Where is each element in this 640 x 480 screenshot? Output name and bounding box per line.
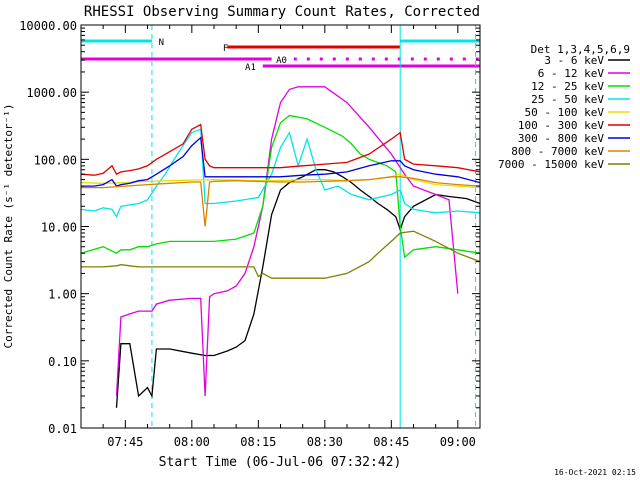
legend-label: 7000 - 15000 keV (498, 158, 604, 171)
legend-label: 50 - 100 keV (525, 106, 605, 119)
y-axis-label: Corrected Count Rate (s⁻¹ detector⁻¹) (2, 103, 15, 348)
y-tick-label: 100.00 (34, 153, 77, 167)
flag-label: A1 (245, 63, 256, 73)
y-tick-label: 0.01 (48, 422, 77, 436)
plot-frame (80, 24, 481, 429)
legend-label: 800 - 7000 keV (511, 145, 604, 158)
series-lines (80, 86, 481, 408)
legend-label: 100 - 300 keV (518, 119, 604, 132)
series-line-7 (81, 176, 481, 227)
x-tick-label: 08:00 (174, 435, 210, 449)
series-line-0 (115, 169, 481, 408)
x-axis-label: Start Time (06-Jul-06 07:32:42) (159, 455, 402, 470)
x-tick-label: 07:45 (107, 435, 143, 449)
attenuator-lines (80, 25, 477, 428)
series-line-3 (80, 128, 481, 219)
legend-title: Det 1,3,4,5,6,9 (531, 43, 630, 56)
flag-bars: N F A0 A1 (81, 38, 480, 73)
legend-label: 3 - 6 keV (544, 54, 604, 67)
flag-label: N (159, 38, 164, 48)
x-tick-label: 08:30 (307, 435, 343, 449)
y-tick-label: 1000.00 (26, 86, 77, 100)
legend-label: 12 - 25 keV (531, 80, 604, 93)
series-line-2 (80, 114, 481, 259)
footer-timestamp: 16-Oct-2021 02:15 (554, 468, 636, 477)
legend-label: 6 - 12 keV (538, 67, 605, 80)
y-tick-label: 0.10 (48, 355, 77, 369)
x-axis: 07:45 08:00 08:15 08:30 08:45 09:00 (80, 25, 481, 449)
y-tick-label: 1.00 (48, 288, 77, 302)
legend-label: 25 - 50 keV (531, 93, 604, 106)
y-axis: 0.01 0.10 1.00 10.00 100.00 1000.00 10000.00 (19, 19, 480, 436)
y-tick-label: 10000.00 (19, 19, 77, 33)
series-line-6 (81, 136, 481, 187)
series-line-5 (80, 123, 481, 176)
flag-label: A0 (276, 56, 287, 66)
x-tick-label: 09:00 (440, 435, 476, 449)
y-tick-label: 10.00 (41, 221, 77, 235)
flag-label: F (223, 44, 228, 54)
legend-label: 300 - 800 keV (518, 132, 604, 145)
series-line-8 (81, 230, 481, 279)
x-tick-label: 08:45 (373, 435, 409, 449)
chart-title: RHESSI Observing Summary Count Rates, Co… (84, 4, 480, 20)
series-line-1 (115, 86, 459, 397)
x-tick-label: 08:15 (240, 435, 276, 449)
